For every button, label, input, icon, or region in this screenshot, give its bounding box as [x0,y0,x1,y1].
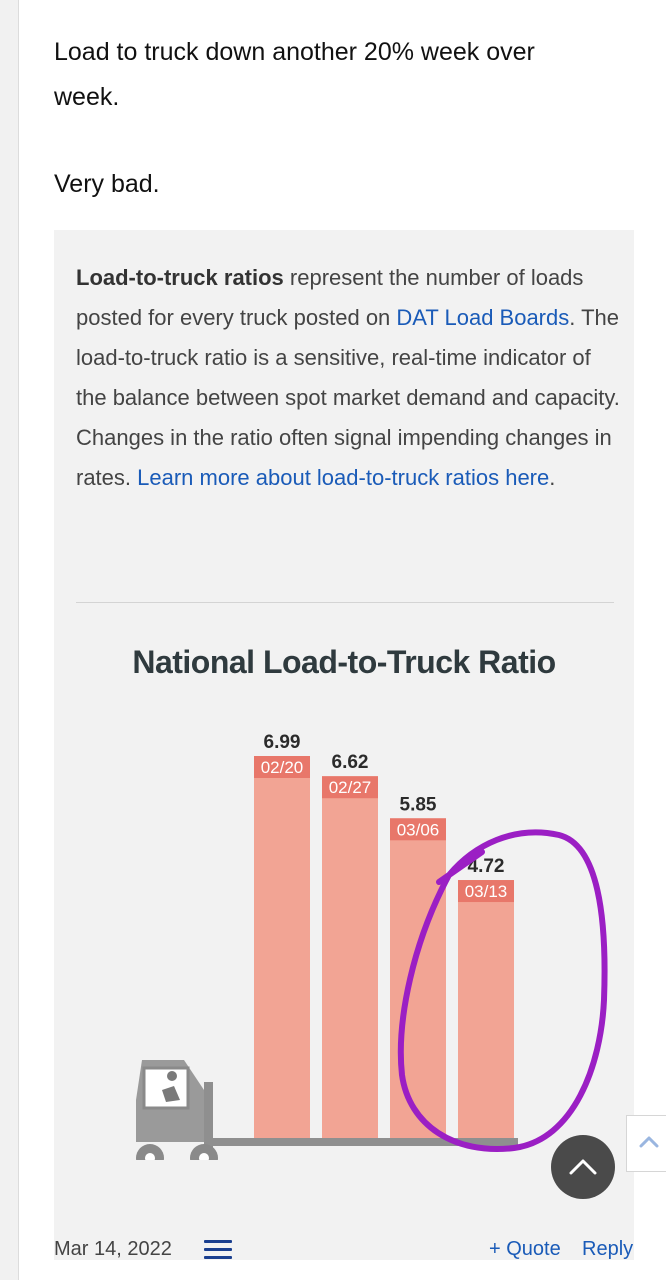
thread-indent-rule [0,0,19,1280]
value-label: 6.62 [332,752,369,773]
category-label: 02/27 [329,778,372,797]
scroll-to-top-button[interactable] [551,1135,615,1199]
post-date: Mar 14, 2022 [54,1238,172,1260]
bar-date-label-bg [254,756,310,778]
bar-date-label-bg [458,880,514,903]
post-text-line-1: Load to truck down another 20% week over [54,38,535,66]
bar-03-06 [390,818,446,1138]
bar-date-label-bg [390,818,446,841]
quote-text-3: . [549,465,556,490]
quote-divider [76,602,614,603]
chevron-up-icon [569,1159,597,1175]
quote-paragraph: Load-to-truck ratios represent the numbe… [76,258,621,498]
bar-02-20 [254,756,310,1138]
load-to-truck-chart: National Load-to-Truck Ratio 02/20 6.99 02… [54,620,634,1160]
post-text-line-2: week. [54,83,120,111]
chevron-up-icon [639,1136,659,1148]
category-label: 03/13 [465,882,508,901]
value-label: 6.99 [264,732,301,753]
hand-drawn-circle-annotation [397,829,608,1152]
quote-bold-lead: Load-to-truck ratios [76,265,284,290]
bar-03-13 [458,880,514,1138]
quote-text-2: . The load-to-truck ratio is a sensitive… [76,305,620,490]
bar-02-27 [322,776,378,1138]
side-scroll-tab[interactable] [626,1115,666,1172]
value-label: 4.72 [468,856,505,877]
category-label: 02/20 [261,758,304,777]
learn-more-link[interactable]: Learn more about load-to-truck ratios he… [137,465,550,490]
post-body: Load to truck down another 20% week over… [54,30,634,207]
hamburger-menu-icon[interactable] [204,1240,232,1260]
chart-svg: 02/20 6.99 02/27 6.62 03/06 5.85 03/13 4.72 [136,732,608,1160]
value-label: 5.85 [400,794,437,815]
bars-group: 02/20 6.99 02/27 6.62 03/06 5.85 03/13 4.72 [254,732,514,1138]
category-label: 03/06 [397,820,440,839]
post-text-line-3: Very bad. [54,170,160,198]
quote-button[interactable]: + Quote [489,1238,561,1260]
dat-load-boards-link[interactable]: DAT Load Boards [396,305,570,330]
quote-text-1: represent the number of loads posted for… [76,265,584,330]
chart-title: National Load-to-Truck Ratio [132,644,556,680]
bar-date-label-bg [322,776,378,799]
forklift-icon [136,1060,518,1160]
reply-button[interactable]: Reply [582,1238,634,1260]
